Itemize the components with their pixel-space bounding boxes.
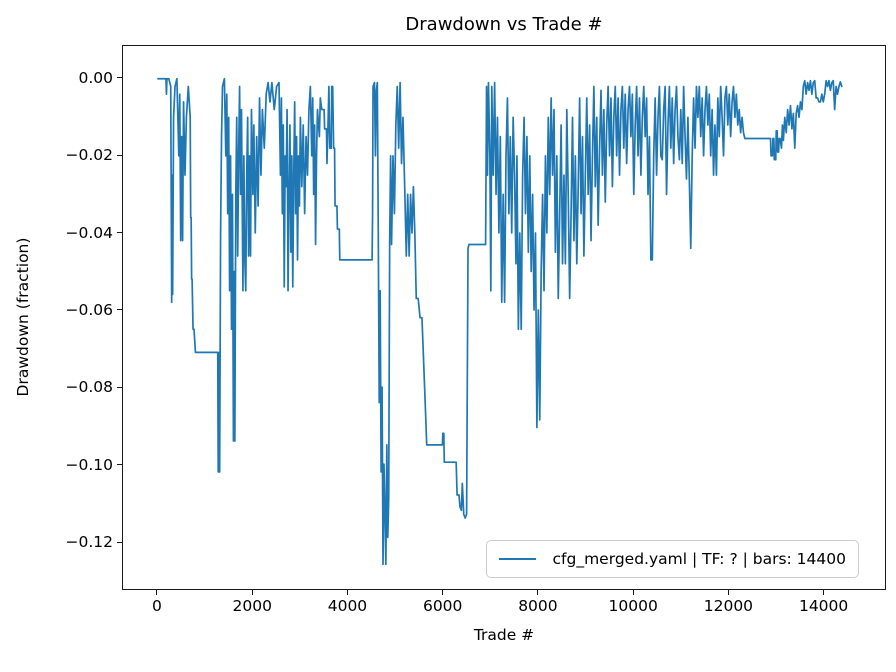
x-tick bbox=[442, 590, 444, 595]
x-tick-label: 2000 bbox=[232, 597, 272, 615]
drawdown-line bbox=[157, 77, 843, 566]
y-tick-label: −0.08 bbox=[65, 378, 114, 397]
x-tick bbox=[823, 590, 825, 595]
legend-line-sample-icon bbox=[498, 558, 536, 560]
x-tick-label: 0 bbox=[152, 597, 162, 615]
x-tick-label: 14000 bbox=[798, 597, 849, 615]
y-tick bbox=[117, 309, 122, 311]
y-tick-label: −0.04 bbox=[65, 223, 114, 242]
legend: cfg_merged.yaml | TF: ? | bars: 14400 bbox=[485, 540, 859, 578]
x-tick bbox=[537, 590, 539, 595]
x-tick bbox=[346, 590, 348, 595]
y-tick-label: −0.10 bbox=[65, 455, 114, 474]
y-tick-label: −0.06 bbox=[65, 300, 114, 319]
plot-title: Drawdown vs Trade # bbox=[405, 14, 603, 35]
y-tick bbox=[117, 541, 122, 543]
legend-label: cfg_merged.yaml | TF: ? | bars: 14400 bbox=[552, 550, 846, 568]
x-tick-label: 8000 bbox=[518, 597, 558, 615]
x-tick-label: 4000 bbox=[327, 597, 368, 615]
y-tick bbox=[117, 464, 122, 466]
x-axis-label: Trade # bbox=[473, 626, 535, 644]
y-tick-label: −0.12 bbox=[65, 533, 114, 552]
x-tick bbox=[632, 590, 634, 595]
y-tick-label: −0.02 bbox=[65, 146, 114, 165]
x-tick bbox=[156, 590, 158, 595]
x-tick-label: 10000 bbox=[608, 597, 658, 615]
line-chart-svg bbox=[157, 77, 843, 566]
y-tick bbox=[117, 232, 122, 234]
y-tick bbox=[117, 77, 122, 79]
x-tick bbox=[251, 590, 253, 595]
y-tick-label: 0.00 bbox=[78, 68, 113, 87]
x-tick-label: 12000 bbox=[703, 597, 754, 615]
y-tick bbox=[117, 386, 122, 388]
y-tick bbox=[117, 154, 122, 156]
x-tick-label: 6000 bbox=[422, 597, 463, 615]
plot-area: cfg_merged.yaml | TF: ? | bars: 14400 bbox=[122, 45, 886, 590]
x-tick bbox=[727, 590, 729, 595]
